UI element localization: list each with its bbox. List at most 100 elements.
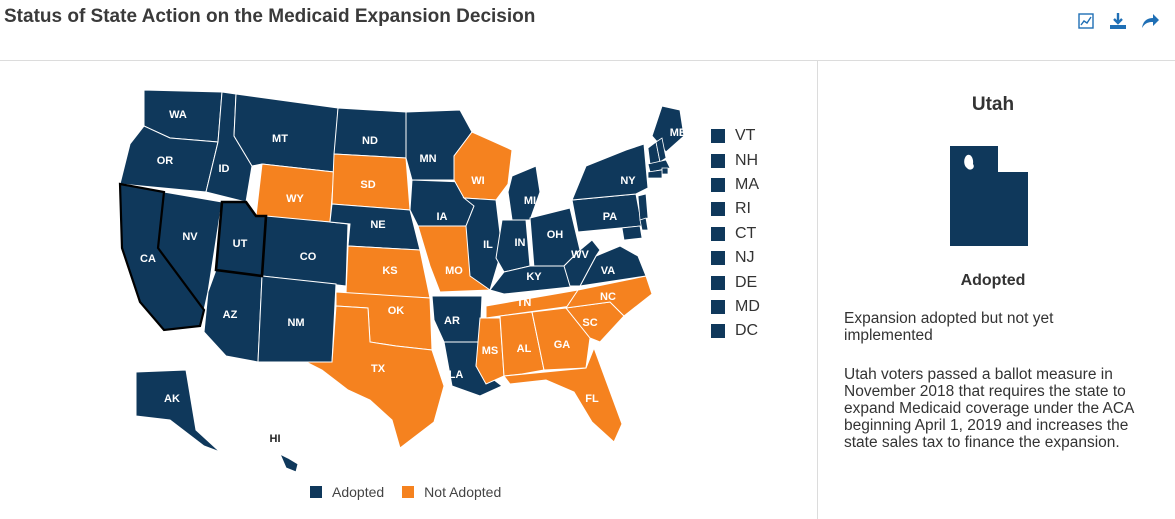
state-il[interactable] xyxy=(462,197,503,291)
state-label-nm: NM xyxy=(287,317,304,329)
state-ny[interactable] xyxy=(571,143,649,201)
state-northeast-6[interactable] xyxy=(637,193,649,221)
state-label-me: ME xyxy=(670,127,687,139)
state-ms[interactable] xyxy=(475,317,505,385)
state-label-in: IN xyxy=(515,237,526,249)
state-label-wv: WV xyxy=(571,249,589,261)
small-state-item-md[interactable]: MD xyxy=(711,295,760,319)
state-label-az: AZ xyxy=(223,309,238,321)
small-state-label: RI xyxy=(735,200,751,218)
map-legend: Adopted Not Adopted xyxy=(310,484,519,500)
legend-item-adopted[interactable]: Adopted xyxy=(310,484,384,500)
small-state-swatch xyxy=(711,275,725,290)
state-al[interactable] xyxy=(499,311,545,377)
state-label-id: ID xyxy=(219,163,230,175)
small-state-label: MD xyxy=(735,297,760,315)
state-label-co: CO xyxy=(300,251,317,263)
state-ga[interactable] xyxy=(531,307,591,371)
state-wv[interactable] xyxy=(563,239,601,287)
small-state-item-de[interactable]: DE xyxy=(711,270,760,294)
state-label-mi: MI xyxy=(524,195,536,207)
small-state-swatch xyxy=(711,129,725,144)
small-state-item-dc[interactable]: DC xyxy=(711,319,760,343)
small-state-label: CT xyxy=(735,224,757,242)
state-ak[interactable] xyxy=(135,369,221,453)
legend-swatch xyxy=(402,486,415,498)
state-label-ia: IA xyxy=(437,211,448,223)
state-wi[interactable] xyxy=(453,131,513,201)
state-ca-outline xyxy=(118,182,206,332)
state-label-ar: AR xyxy=(444,315,460,327)
small-state-item-ct[interactable]: CT xyxy=(711,222,760,246)
share-icon[interactable] xyxy=(1139,10,1161,32)
small-state-swatch xyxy=(711,299,725,314)
small-state-swatch xyxy=(711,251,725,266)
small-state-item-nj[interactable]: NJ xyxy=(711,246,760,270)
state-label-mn: MN xyxy=(419,153,436,165)
state-northeast-8[interactable] xyxy=(621,225,643,241)
state-hi[interactable] xyxy=(279,452,299,473)
detail-description: Utah voters passed a ballot measure in N… xyxy=(844,366,1134,451)
state-label-ms: MS xyxy=(482,345,499,357)
state-label-nv: NV xyxy=(182,231,198,243)
small-state-label: NH xyxy=(735,151,759,169)
legend-item-not-adopted[interactable]: Not Adopted xyxy=(402,484,501,500)
state-northeast-4[interactable] xyxy=(661,167,669,175)
header-divider xyxy=(0,60,1175,61)
download-icon[interactable] xyxy=(1107,10,1129,32)
page-title: Status of State Action on the Medicaid E… xyxy=(4,6,536,27)
state-label-ok: OK xyxy=(388,305,405,317)
chart-icon[interactable] xyxy=(1075,10,1097,32)
state-label-va: VA xyxy=(601,265,616,277)
state-label-wy: WY xyxy=(286,193,304,205)
state-fl[interactable] xyxy=(503,346,623,443)
us-map: WA OR CA NV ID MT WY UT CO AZ NM ND SD NE KS OK TX MN IA MO… xyxy=(100,80,686,475)
selected-state-outline xyxy=(214,200,268,278)
state-label-wi: WI xyxy=(471,175,484,187)
small-state-swatch xyxy=(711,153,725,168)
state-label-mo: MO xyxy=(445,265,463,277)
state-label-pa: PA xyxy=(603,211,618,223)
state-northeast-2[interactable] xyxy=(655,137,667,163)
state-label-il: IL xyxy=(483,239,493,251)
state-label-la: LA xyxy=(449,369,464,381)
detail-summary: Expansion adopted but not yet implemente… xyxy=(844,310,1054,344)
legend-label: Adopted xyxy=(332,484,385,500)
utah-shape-icon xyxy=(950,146,1028,246)
small-state-item-vt[interactable]: VT xyxy=(711,124,760,148)
state-label-sc: SC xyxy=(582,317,597,329)
small-state-label: DE xyxy=(735,273,758,291)
small-state-label: NJ xyxy=(735,249,755,267)
state-label-ne: NE xyxy=(370,219,385,231)
small-state-label: DC xyxy=(735,322,759,340)
small-state-item-ma[interactable]: MA xyxy=(711,173,760,197)
state-label-wa: WA xyxy=(169,109,187,121)
small-state-item-nh[interactable]: NH xyxy=(711,148,760,172)
state-mi[interactable] xyxy=(507,165,541,221)
panel-divider xyxy=(817,60,818,519)
us-map-svg: WA OR CA NV ID MT WY UT CO AZ NM ND SD NE KS OK TX MN IA MO… xyxy=(118,89,686,473)
state-label-ca: CA xyxy=(140,253,156,265)
small-state-item-ri[interactable]: RI xyxy=(711,197,760,221)
state-northeast-7[interactable] xyxy=(639,217,649,231)
state-label-or: OR xyxy=(157,155,174,167)
state-label-ky: KY xyxy=(526,271,542,283)
small-state-label: VT xyxy=(735,127,756,145)
state-label-al: AL xyxy=(517,343,532,355)
state-label-ut: UT xyxy=(233,238,248,250)
legend-swatch xyxy=(310,486,322,498)
small-states-list: VT NH MA RI CT NJ DE MD DC xyxy=(711,124,760,344)
small-state-swatch xyxy=(711,324,725,339)
small-state-swatch xyxy=(711,202,725,217)
state-label-ak: AK xyxy=(164,393,180,405)
state-label-ga: GA xyxy=(554,339,571,351)
state-label-ks: KS xyxy=(382,265,397,277)
state-detail-panel: Utah Adopted Expansion adopted but not y… xyxy=(818,60,1175,519)
state-label-hi: HI xyxy=(270,433,281,445)
state-nd[interactable] xyxy=(333,107,407,159)
state-label-oh: OH xyxy=(547,229,564,241)
state-tx[interactable] xyxy=(305,305,445,449)
detail-status: Adopted xyxy=(960,272,1026,289)
legend-label: Not Adopted xyxy=(424,484,502,500)
state-northeast-5[interactable] xyxy=(647,169,663,179)
